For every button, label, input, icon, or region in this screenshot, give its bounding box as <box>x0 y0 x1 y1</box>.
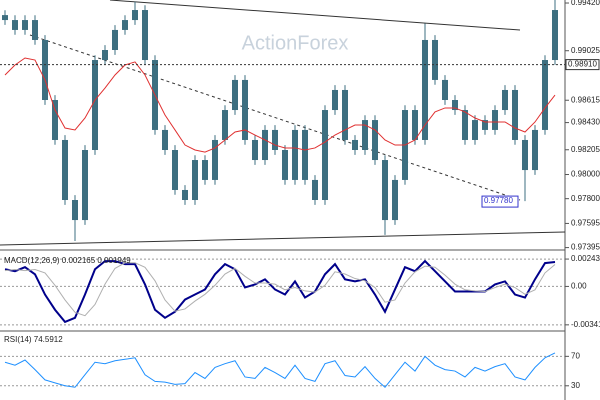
candle-body <box>372 120 378 161</box>
trend-line <box>0 231 566 246</box>
watermark: ActionForex <box>242 32 349 54</box>
y-tick-label: 0.97800 <box>571 194 600 203</box>
candle-body <box>42 39 48 100</box>
moving-average <box>4 57 556 153</box>
y-tick-label: 0.98615 <box>571 95 600 104</box>
candle-body <box>52 100 58 140</box>
candle-body <box>382 160 388 221</box>
candle-body <box>32 20 38 40</box>
y-tick-label: 0.99025 <box>571 46 600 55</box>
candle-body <box>352 139 358 150</box>
y-tick-label: 0.97395 <box>571 243 600 252</box>
y-tick-label: 0.98205 <box>571 145 600 154</box>
y-tick-label: 30 <box>571 381 580 390</box>
candle-body <box>252 139 258 161</box>
candle-body <box>392 179 398 221</box>
candle-body <box>482 120 488 130</box>
candle-body <box>432 39 438 80</box>
candle-body <box>222 110 228 140</box>
candle-body <box>22 20 28 30</box>
candle-body <box>332 89 338 111</box>
y-tick-label: 0.98430 <box>571 118 600 127</box>
indicator-line <box>4 262 556 317</box>
indicator-line <box>4 352 556 388</box>
candle-body <box>162 129 168 150</box>
candle-body <box>492 110 498 130</box>
candle-body <box>342 89 348 140</box>
candle-body <box>522 139 528 171</box>
current-price-label: 0.98910 <box>568 60 597 69</box>
candle-body <box>422 39 428 140</box>
candle-body <box>192 160 198 200</box>
candle-body <box>262 129 268 161</box>
candle-body <box>292 129 298 180</box>
y-tick-label: 0.00243 <box>571 254 600 263</box>
candle-body <box>122 20 128 30</box>
candle-body <box>212 139 218 180</box>
candle-body <box>462 110 468 140</box>
candle-body <box>2 15 8 21</box>
annotation-box <box>481 195 519 208</box>
candle-body <box>532 129 538 171</box>
candle-body <box>442 79 448 100</box>
candle-body <box>232 79 238 111</box>
indicator-label: MACD(12,26,9) 0.002165 0.001949 <box>4 256 131 265</box>
y-tick-label: 70 <box>571 351 580 360</box>
indicator-label: RSI(14) 74.5912 <box>4 335 63 344</box>
candle-body <box>242 79 248 140</box>
candle-body <box>82 150 88 221</box>
candle-body <box>502 89 508 111</box>
candle-body <box>172 150 178 190</box>
candle-body <box>182 189 188 200</box>
candle-body <box>112 29 118 50</box>
y-tick-label: 0.99420 <box>571 0 600 7</box>
candle-body <box>322 110 328 200</box>
current-price-box <box>565 59 600 71</box>
candle-body <box>312 179 318 200</box>
candle-body <box>92 60 98 150</box>
y-tick-label: 0.98000 <box>571 170 600 179</box>
macd-line <box>4 259 556 324</box>
candle-body <box>512 89 518 140</box>
candle-body <box>302 129 308 180</box>
y-tick-label: 0.00 <box>571 282 587 291</box>
candle-body <box>542 60 548 130</box>
candle-body <box>102 50 108 61</box>
candle-body <box>472 120 478 140</box>
trend-line <box>29 34 521 201</box>
candle-body <box>132 10 138 21</box>
candle-body <box>412 110 418 140</box>
candle-body <box>452 100 458 111</box>
candle-body <box>552 10 558 61</box>
candle-body <box>72 200 78 221</box>
candle-body <box>362 120 368 150</box>
candle-body <box>142 10 148 61</box>
y-tick-label: 0.97595 <box>571 219 600 228</box>
trend-line <box>109 0 521 31</box>
candle-body <box>202 160 208 180</box>
candle-body <box>12 20 18 30</box>
candle-body <box>282 150 288 180</box>
y-tick-label: -0.003413 <box>571 320 600 329</box>
candle-body <box>272 129 278 150</box>
annotation-label: 0.97780 <box>484 196 513 205</box>
candle-body <box>62 139 68 200</box>
